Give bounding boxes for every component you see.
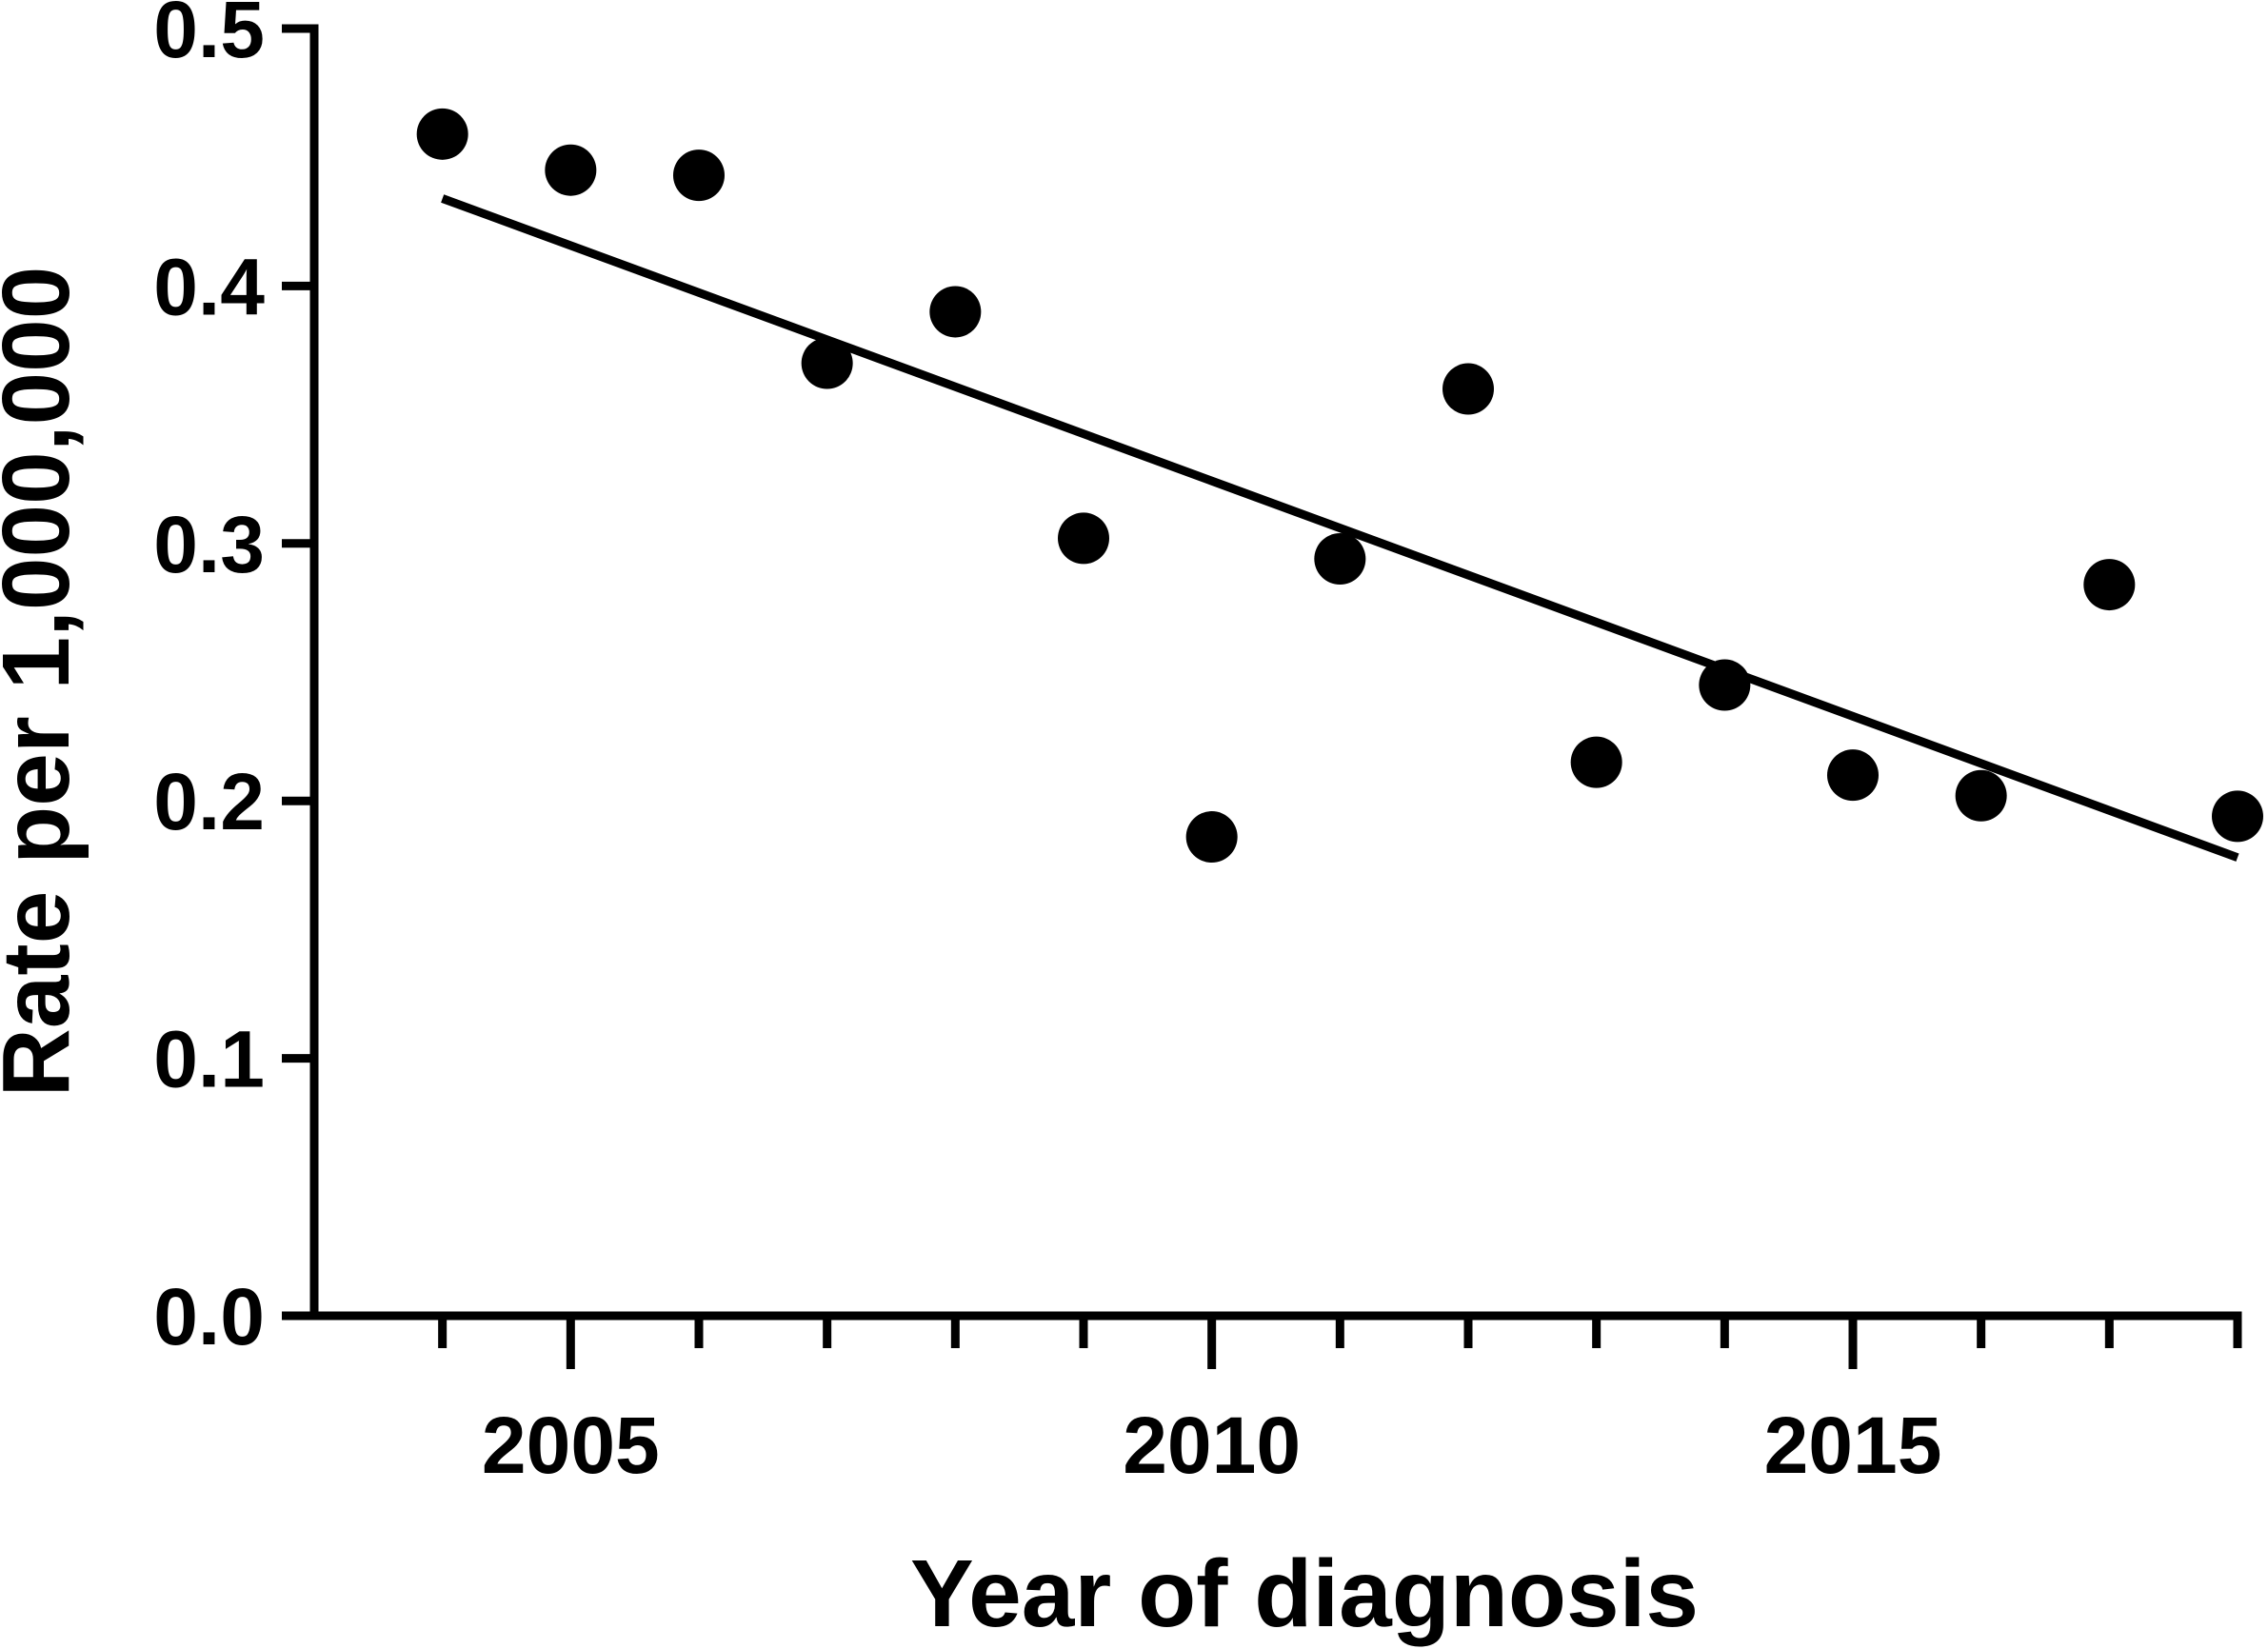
y-tick-label: 0.1: [153, 1015, 265, 1104]
y-tick-label: 0.0: [153, 1272, 265, 1361]
data-point: [801, 337, 853, 389]
data-point: [929, 286, 982, 338]
data-point: [2083, 559, 2136, 611]
x-ticks: 2005 2010 2015: [438, 1316, 2242, 1490]
y-tick-label: 0.5: [153, 0, 265, 74]
data-point: [1699, 659, 1751, 711]
x-tick-label: 2015: [1764, 1401, 1942, 1490]
y-tick-label: 0.3: [153, 500, 265, 589]
data-point: [1442, 363, 1494, 415]
trend-line-group: [441, 194, 2239, 862]
data-point: [1827, 749, 1879, 802]
y-ticks: 0.0 0.1 0.2 0.3 0.4 0.5: [153, 0, 314, 1361]
trend-line: [441, 194, 2239, 862]
axes: [309, 24, 2242, 1321]
data-point: [545, 144, 597, 196]
data-points: [416, 108, 2263, 864]
y-tick-label: 0.4: [153, 242, 265, 331]
data-point: [416, 108, 468, 160]
data-point: [1314, 533, 1366, 586]
data-point: [1570, 736, 1622, 788]
data-point: [2212, 790, 2263, 843]
data-point: [1058, 512, 1109, 565]
y-tick-label: 0.2: [153, 757, 265, 846]
x-tick-label: 2005: [482, 1401, 660, 1490]
x-axis-title: Year of diagnosis: [910, 1540, 1699, 1647]
data-point: [673, 149, 725, 202]
y-axis-title: Rate per 1,000,000: [0, 267, 90, 1098]
x-tick-label: 2010: [1123, 1401, 1301, 1490]
data-point: [1185, 811, 1238, 864]
data-point: [1955, 769, 2007, 822]
